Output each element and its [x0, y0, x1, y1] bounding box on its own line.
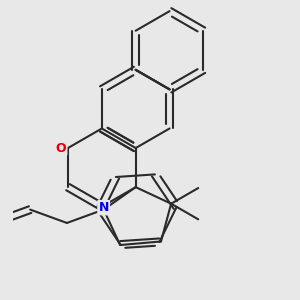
Text: N: N: [98, 201, 109, 214]
Text: O: O: [56, 142, 66, 154]
